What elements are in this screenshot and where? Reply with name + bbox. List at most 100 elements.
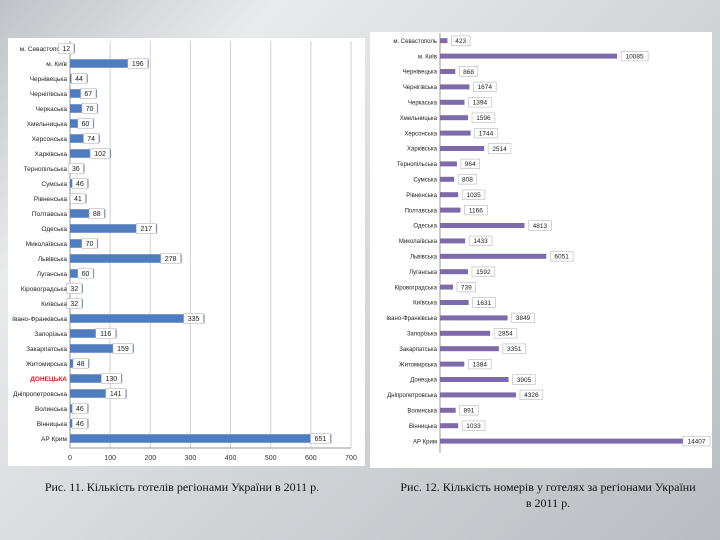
value-label-box xyxy=(77,118,94,129)
value-label: 36 xyxy=(72,166,80,173)
value-label: 60 xyxy=(82,271,90,278)
value-label-box xyxy=(460,158,480,169)
bar xyxy=(70,224,158,233)
value-label-box xyxy=(457,174,478,185)
bar xyxy=(440,161,457,167)
value-label: 1674 xyxy=(478,84,493,91)
category-label: Сумська xyxy=(41,181,67,188)
value-label: 88 xyxy=(93,211,101,218)
bar xyxy=(440,238,466,244)
value-label-box xyxy=(487,143,512,154)
category-label: м. Севастополь xyxy=(393,39,437,45)
value-label-box xyxy=(468,97,492,108)
value-label: 964 xyxy=(465,161,476,168)
category-label: Рівненська xyxy=(34,195,68,203)
value-label-box xyxy=(472,297,496,308)
category-label: Харківська xyxy=(35,150,68,158)
bar xyxy=(440,192,459,198)
category-label: Дніпропетровська xyxy=(13,390,67,398)
value-label-box xyxy=(468,358,492,370)
bar xyxy=(440,407,456,413)
value-label-box xyxy=(458,66,479,77)
x-tick-label: 500 xyxy=(265,455,277,462)
category-label: Волинська xyxy=(407,409,437,415)
value-label: 868 xyxy=(463,69,474,76)
value-label: 2514 xyxy=(492,146,507,153)
value-label: 2854 xyxy=(498,331,513,338)
category-label: Запорізька xyxy=(407,332,438,338)
hotels-chart-panel: 0 100 200 300 400 500 600 700 м. Севастополь 12 м.… xyxy=(8,38,365,466)
value-label: 651 xyxy=(315,436,327,443)
value-label-box xyxy=(66,283,83,294)
category-label: м. Севастополь xyxy=(20,46,68,53)
category-label: Чернівецька xyxy=(403,70,438,76)
category-label: АР Крим xyxy=(413,439,437,445)
value-label-box xyxy=(136,223,157,234)
bar xyxy=(70,344,134,353)
bar xyxy=(440,361,465,367)
category-label: м. Київ xyxy=(46,61,67,68)
value-label: 196 xyxy=(132,61,144,68)
value-label-box xyxy=(471,266,496,277)
category-label: Житомирська xyxy=(399,362,438,368)
category-label: Черкаська xyxy=(408,101,438,107)
value-label-box xyxy=(95,328,116,339)
value-label: 102 xyxy=(94,151,106,158)
value-label: 14407 xyxy=(687,438,705,445)
category-label: Житомирська xyxy=(26,361,67,368)
value-label-box xyxy=(456,282,476,293)
value-label: 1384 xyxy=(472,361,487,368)
category-label: Тернопільська xyxy=(397,162,438,168)
value-label-box xyxy=(511,312,535,324)
value-label: 808 xyxy=(462,177,473,184)
category-label: Полтавська xyxy=(405,208,438,214)
category-label: Черкаська xyxy=(36,106,68,113)
bar xyxy=(440,438,693,444)
value-label-box xyxy=(105,388,126,399)
category-label: Київська xyxy=(413,301,438,307)
category-label: м. Київ xyxy=(418,54,437,60)
bar xyxy=(440,346,499,352)
category-label: Вінницька xyxy=(37,420,68,428)
x-tick-label: 700 xyxy=(345,455,357,462)
bar xyxy=(440,253,547,259)
bar xyxy=(70,374,123,383)
value-label-box xyxy=(112,343,134,354)
bar xyxy=(440,423,459,429)
value-label: 3905 xyxy=(517,377,532,384)
value-label: 10085 xyxy=(626,53,644,60)
category-label: АР Крим xyxy=(41,436,68,443)
value-label-box xyxy=(89,148,111,159)
caption-left: Рис. 11. Кількість готелів регіонами Укр… xyxy=(44,480,320,494)
value-label: 70 xyxy=(86,106,94,113)
bar xyxy=(440,53,618,59)
bar xyxy=(440,146,485,151)
x-tick-label: 600 xyxy=(305,455,317,462)
bar xyxy=(440,392,516,398)
value-label: 3849 xyxy=(516,315,531,322)
value-label: 130 xyxy=(105,376,117,383)
value-label: 1631 xyxy=(477,300,492,307)
value-label: 46 xyxy=(76,181,84,188)
category-label: ДОНЕЦЬКА xyxy=(30,376,67,383)
bar xyxy=(70,254,182,263)
bar xyxy=(440,207,461,213)
value-label: 32 xyxy=(70,301,78,308)
value-label: 159 xyxy=(117,346,129,353)
category-label: Кіровоградська xyxy=(394,285,437,291)
value-label-box xyxy=(519,389,544,401)
bar xyxy=(440,130,471,136)
category-label: Луганська xyxy=(409,270,438,276)
value-label-box xyxy=(83,133,100,144)
category-label: Одеська xyxy=(41,226,67,233)
value-label: 1744 xyxy=(479,130,494,137)
value-label: 46 xyxy=(76,421,84,428)
value-label-box xyxy=(493,328,518,339)
bar xyxy=(70,389,127,398)
value-label-box xyxy=(80,88,97,99)
value-label-box xyxy=(512,374,536,385)
bar xyxy=(70,329,117,338)
value-label-box xyxy=(160,253,181,264)
rooms-chart-panel: м. Севастополь 423 м. Київ 10085 Чернівецька… xyxy=(370,32,712,468)
bar xyxy=(440,377,509,382)
